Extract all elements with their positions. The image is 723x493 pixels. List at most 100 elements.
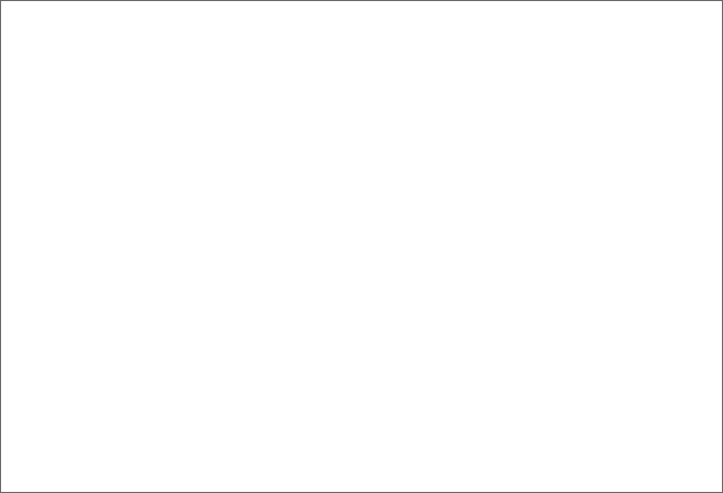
Text: Publish All Customizations: Publish All Customizations	[62, 54, 208, 64]
Bar	[428, 81, 446, 101]
Bar	[53, 252, 65, 264]
Text: N:N Relationships: N:N Relationships	[66, 405, 233, 423]
Bar	[0, 286, 258, 305]
Text: Account: Account	[56, 139, 101, 149]
Text: Business Rules: Business Rules	[69, 329, 152, 339]
Bar	[272, 178, 723, 417]
Text: ▼: ▼	[575, 112, 581, 121]
Bar	[0, 0, 44, 44]
Bar	[272, 74, 723, 453]
Text: Components: Components	[30, 101, 100, 111]
Bar	[53, 328, 65, 340]
Bar	[272, 431, 723, 453]
Bar	[324, 81, 446, 101]
Circle shape	[43, 52, 57, 66]
Text: ⇄: ⇄	[55, 253, 62, 262]
Bar	[53, 195, 67, 207]
Circle shape	[6, 13, 11, 19]
Circle shape	[6, 34, 11, 38]
Bar	[272, 104, 723, 130]
Circle shape	[15, 34, 20, 38]
Bar	[40, 138, 46, 142]
Circle shape	[25, 13, 30, 19]
Bar	[27, 118, 37, 130]
Text: ?: ?	[657, 54, 662, 64]
Circle shape	[265, 256, 268, 259]
Text: Charts: Charts	[69, 196, 106, 206]
Text: Account: Account	[49, 388, 91, 398]
Bar	[40, 138, 52, 150]
Bar	[258, 74, 270, 453]
Text: New Many-to-Many Relationship: New Many-to-Many Relationship	[293, 112, 469, 122]
Bar	[54, 200, 57, 206]
Bar	[14, 106, 19, 111]
Text: Entities: Entities	[43, 120, 85, 130]
Text: ▸: ▸	[713, 420, 717, 428]
Text: PowerApps: PowerApps	[56, 12, 163, 32]
Bar	[58, 196, 61, 206]
Bar	[276, 106, 466, 128]
Text: ✕: ✕	[479, 110, 489, 124]
Text: ▾: ▾	[696, 54, 701, 64]
Bar	[49, 407, 63, 421]
Text: Contact: Contact	[522, 160, 568, 173]
Bar	[20, 100, 25, 105]
Text: More Actions: More Actions	[503, 112, 575, 122]
Circle shape	[653, 52, 667, 66]
Circle shape	[14, 80, 24, 90]
Text: ▼: ▼	[125, 440, 133, 450]
Text: 1 - 1 of 1 (0 selected): 1 - 1 of 1 (0 selected)	[282, 435, 433, 449]
Bar	[286, 419, 406, 429]
Text: ⚡: ⚡	[56, 329, 62, 339]
Circle shape	[6, 24, 11, 29]
Text: ▼: ▼	[30, 141, 35, 147]
Bar	[272, 130, 723, 154]
Text: ▴: ▴	[262, 75, 266, 84]
Circle shape	[265, 262, 268, 266]
Circle shape	[15, 13, 20, 19]
Bar	[53, 309, 65, 321]
Text: Keys: Keys	[69, 234, 95, 244]
Text: Forms: Forms	[69, 158, 103, 168]
Bar	[0, 74, 271, 453]
Bar	[708, 417, 722, 431]
Circle shape	[25, 24, 30, 29]
Text: ⬇: ⬇	[55, 349, 62, 357]
Text: File: File	[9, 52, 29, 66]
Circle shape	[15, 24, 20, 29]
Text: 1:N Relationships: 1:N Relationships	[69, 253, 166, 263]
Text: Solution Common Data Services Default Solution: Solution Common Data Services Default So…	[4, 457, 292, 467]
Text: N:1 Relationships: N:1 Relationships	[69, 272, 166, 282]
Text: +: +	[46, 53, 54, 63]
Bar	[14, 100, 19, 105]
Bar	[53, 176, 65, 188]
Text: Schema Name ↑: Schema Name ↑	[286, 136, 385, 148]
Text: i: i	[18, 82, 20, 88]
Text: cr8a3_Contact_Account: cr8a3_Contact_Account	[286, 160, 424, 173]
Bar	[0, 44, 723, 74]
Bar	[53, 157, 65, 169]
Text: N:N Relationships: N:N Relationships	[69, 291, 167, 301]
Text: Help: Help	[672, 54, 698, 64]
Circle shape	[25, 34, 30, 38]
Text: Information: Information	[30, 82, 95, 92]
Text: ▾: ▾	[262, 443, 266, 452]
Text: ▼: ▼	[433, 86, 440, 96]
Bar	[279, 115, 289, 125]
Bar	[16, 402, 28, 407]
Bar	[53, 176, 65, 180]
Text: All: All	[330, 86, 344, 96]
Bar	[53, 347, 65, 359]
Text: Fields: Fields	[69, 215, 100, 225]
Bar	[53, 271, 65, 283]
Text: Other Entity: Other Entity	[522, 136, 594, 148]
Bar	[16, 405, 44, 423]
Bar	[0, 453, 271, 471]
Text: ⇄: ⇄	[55, 291, 62, 301]
Text: ◂: ◂	[277, 420, 281, 428]
Bar	[272, 417, 286, 431]
Text: Type:: Type:	[282, 82, 317, 96]
Bar	[20, 106, 25, 111]
Bar	[272, 417, 723, 431]
Text: ▼: ▼	[17, 122, 22, 128]
